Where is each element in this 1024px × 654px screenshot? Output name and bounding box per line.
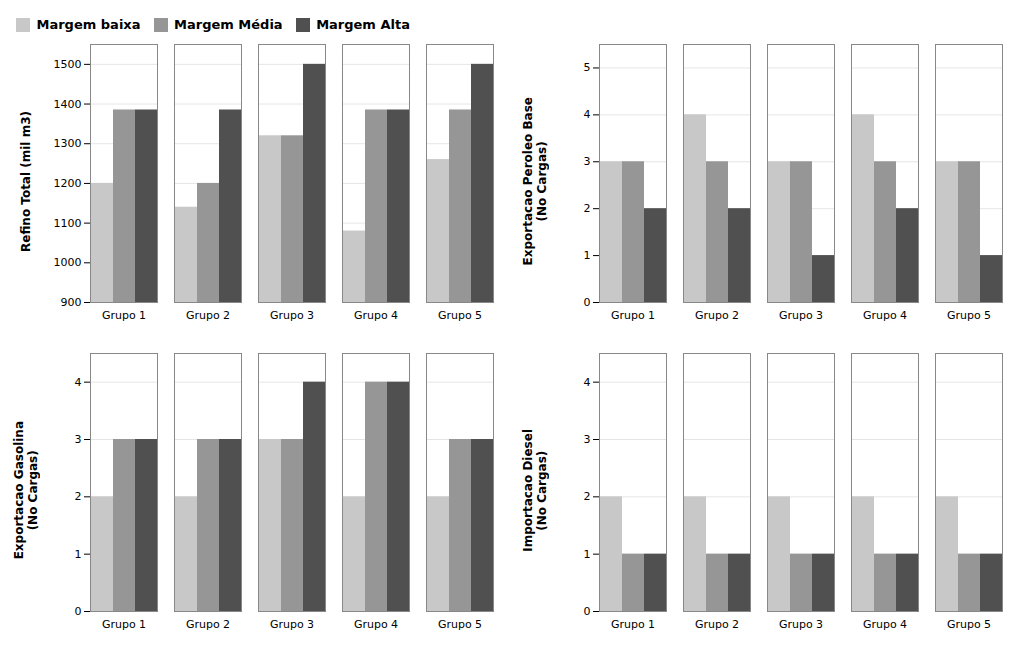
svg-text:4: 4 [584,375,591,388]
svg-text:Grupo 3: Grupo 3 [779,618,823,631]
svg-text:4: 4 [584,108,591,121]
svg-text:0: 0 [584,605,591,618]
svg-text:1000: 1000 [54,256,82,269]
svg-text:Grupo 2: Grupo 2 [186,309,230,322]
svg-text:Grupo 5: Grupo 5 [438,309,482,322]
svg-text:Grupo 1: Grupo 1 [102,618,146,631]
svg-text:Grupo 4: Grupo 4 [354,309,398,322]
svg-text:900: 900 [61,296,82,309]
svg-text:Grupo 5: Grupo 5 [947,309,991,322]
svg-text:5: 5 [584,61,591,74]
svg-text:1: 1 [75,547,82,560]
html-text:Importacao Diesel (No Cargas): Importacao Diesel (No Cargas) [521,429,549,552]
svg-text:1400: 1400 [54,97,82,110]
svg-text:1200: 1200 [54,176,82,189]
svg-text:4: 4 [75,375,82,388]
svg-text:Grupo 2: Grupo 2 [186,618,230,631]
html-text:Margem baixa: Margem baixa [36,17,141,32]
html-text:Margem Alta: Margem Alta [316,17,410,32]
svg-text:2: 2 [584,202,591,215]
svg-text:Grupo 1: Grupo 1 [611,618,655,631]
svg-text:Grupo 4: Grupo 4 [863,618,907,631]
svg-text:1: 1 [584,547,591,560]
svg-text:Grupo 4: Grupo 4 [863,309,907,322]
svg-text:0: 0 [584,296,591,309]
svg-text:Grupo 1: Grupo 1 [102,309,146,322]
svg-text:Grupo 5: Grupo 5 [438,618,482,631]
svg-text:3: 3 [75,433,82,446]
html-text:Exportacao Gasolina (No Cargas: Exportacao Gasolina (No Cargas) [12,421,40,560]
svg-text:3: 3 [584,155,591,168]
svg-text:Grupo 2: Grupo 2 [695,618,739,631]
svg-text:Grupo 1: Grupo 1 [611,309,655,322]
svg-text:Grupo 2: Grupo 2 [695,309,739,322]
svg-text:Grupo 3: Grupo 3 [270,618,314,631]
svg-text:Grupo 5: Grupo 5 [947,618,991,631]
svg-text:3: 3 [584,433,591,446]
svg-text:0: 0 [75,605,82,618]
svg-text:Grupo 3: Grupo 3 [779,309,823,322]
svg-text:1500: 1500 [54,57,82,70]
html-text:Margem Média: Margem Média [174,17,283,32]
html-text:Refino Total (mil m3): Refino Total (mil m3) [19,111,33,252]
svg-text:2: 2 [75,490,82,503]
svg-text:1100: 1100 [54,216,82,229]
html-text:Exportacao Peroleo Base (No Ca: Exportacao Peroleo Base (No Cargas) [521,97,549,266]
svg-text:Grupo 3: Grupo 3 [270,309,314,322]
svg-text:Grupo 4: Grupo 4 [354,618,398,631]
svg-text:1: 1 [584,249,591,262]
svg-text:1300: 1300 [54,137,82,150]
svg-text:2: 2 [584,490,591,503]
